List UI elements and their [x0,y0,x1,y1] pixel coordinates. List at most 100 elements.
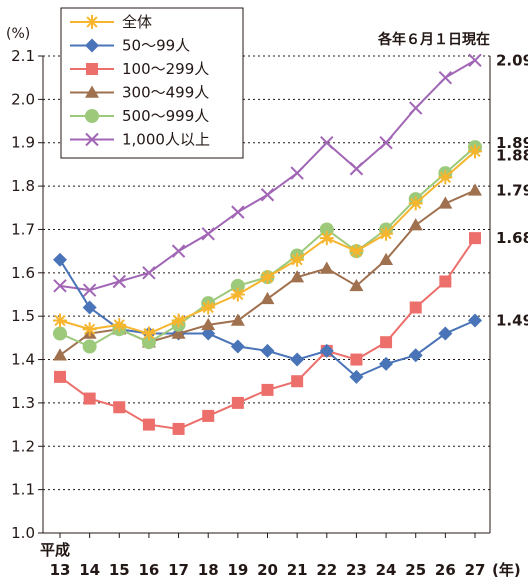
era-label: 平成 [40,541,70,559]
data-point-asterisk [319,231,334,246]
data-point-diamond [349,369,364,384]
data-point-diamond [230,339,245,354]
data-point-square [469,232,481,245]
data-point-circle [53,326,67,341]
data-point-square [172,422,185,435]
data-point-asterisk [438,170,453,185]
axes [38,55,491,538]
y-tick-labels: 1.0 1.1 1.2 1.3 1.4 1.5 1.6 1.7 1.8 1.9 2.0 2.1 [11,47,35,542]
legend-label: 100～299人 [122,60,209,78]
data-point-square [261,383,274,396]
data-point-square [409,301,422,314]
x-tick-label: 25 [405,561,426,579]
y-axis-unit: (%) [6,26,30,42]
data-point-asterisk [379,226,394,241]
data-point-x [379,136,393,150]
data-point-triangle [85,85,99,98]
y-tick-label: 2.0 [11,90,35,108]
legend-label: 全体 [122,13,152,31]
end-value-label: 1.89 [496,134,528,152]
x-tick-label: 13 [50,561,71,579]
data-point-circle [319,222,334,237]
data-point-diamond [260,343,275,358]
y-tick-label: 1.8 [11,177,35,195]
y-tick-label: 1.6 [11,264,35,282]
data-point-square [350,353,363,366]
data-point-asterisk [171,313,186,328]
x-tick-label: 15 [109,561,130,579]
data-point-triangle [468,183,482,196]
series-line [59,146,476,348]
data-point-x [142,266,156,280]
data-point-x [438,70,453,85]
data-point-diamond [319,343,334,358]
data-point-x [349,162,364,176]
data-point-square [380,336,393,349]
data-point-asterisk [349,244,364,259]
x-tick-label: 24 [376,561,397,579]
legend-label: 300～499人 [122,84,209,102]
data-point-triangle [201,317,216,331]
data-point-square [83,392,96,405]
data-point-triangle [319,261,334,274]
end-value-label: 1.79 [496,181,528,199]
x-tick-label: 16 [138,561,159,579]
data-point-asterisk [85,15,99,29]
end-value-labels: 1.88 1.49 1.68 1.79 1.89 2.09 [496,51,528,329]
data-point-asterisk [112,317,127,332]
end-value-label: 1.88 [496,146,528,164]
legend: 全体 50～99人 100～299人 300～499人 500～999人 1,000人以上 [60,7,244,159]
data-point-x [82,283,97,297]
data-point-square [54,370,66,383]
end-value-label: 1.68 [496,229,528,247]
data-point-diamond [468,313,482,328]
data-point-asterisk [53,313,67,328]
series-5 [53,53,482,297]
series-layer [53,53,482,435]
end-value-label: 2.09 [496,51,528,69]
data-point-triangle [53,348,67,361]
y-tick-label: 1.5 [11,307,35,325]
data-point-diamond [438,326,453,341]
data-point-asterisk [468,144,482,159]
y-tick-label: 1.1 [11,481,35,499]
data-point-circle [141,335,156,350]
data-point-diamond [408,348,423,363]
legend-label: 1,000人以上 [122,131,210,149]
y-tick-label: 1.9 [11,134,35,152]
data-point-square [439,275,452,288]
x-tick-label: 26 [435,561,456,579]
data-point-square [86,63,98,75]
x-tick-label: 14 [79,561,100,579]
series-2 [54,232,481,435]
data-point-triangle [171,326,186,339]
data-point-triangle [290,270,305,283]
x-tick-label: 18 [198,561,219,579]
data-point-circle [85,109,99,123]
x-axis-unit: (年) [492,561,521,579]
data-point-asterisk [408,196,423,211]
data-point-diamond [379,356,394,371]
data-point-x [468,53,482,68]
data-point-x [260,188,275,202]
x-tick-label: 17 [168,561,189,579]
data-point-diamond [290,352,305,367]
data-point-circle [82,339,97,354]
data-point-asterisk [82,322,97,337]
data-point-x [320,136,334,150]
data-point-circle [230,278,245,293]
x-tick-label: 19 [227,561,248,579]
data-point-asterisk [290,252,305,267]
data-point-square [113,401,126,414]
y-tick-label: 1.7 [11,220,35,238]
data-point-triangle [408,218,423,231]
data-point-x [171,244,186,258]
data-point-triangle [379,252,394,266]
legend-box [60,7,244,159]
data-point-square [231,396,244,409]
data-point-x [409,101,423,115]
y-tick-label: 1.4 [11,351,35,369]
data-point-x [85,132,99,147]
data-point-triangle [230,313,245,326]
